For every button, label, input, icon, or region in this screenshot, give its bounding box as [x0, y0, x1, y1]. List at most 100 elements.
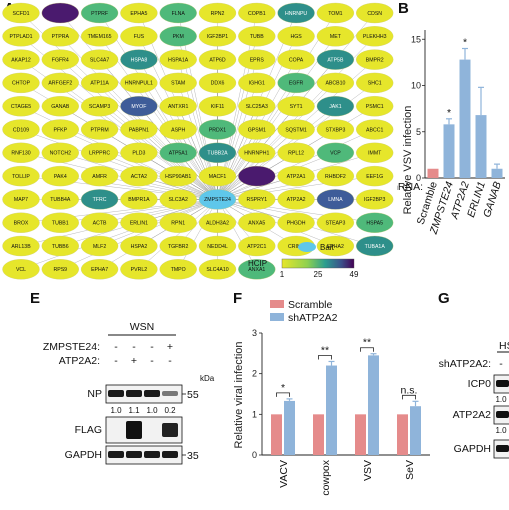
chart-f-significance: **: [363, 337, 371, 349]
network-node-label: STXBP3: [325, 127, 345, 133]
network-node: [2, 142, 40, 163]
network-node-label: HSPA1A: [168, 57, 189, 63]
network-node: [41, 142, 79, 163]
network-node-label: MLF2: [93, 244, 106, 250]
network-node: [316, 26, 355, 47]
network-node-label: JAK1: [329, 104, 342, 110]
network-node-label: SCAMP3: [89, 104, 110, 110]
network-node: [41, 72, 79, 94]
network-node: [238, 165, 276, 187]
network-node-label: ARFGEF2: [48, 81, 72, 87]
network-node-label: PSMC1: [366, 104, 384, 110]
network-node: [316, 165, 355, 187]
network-node-label: TUBB1: [52, 221, 69, 227]
network-node-label: RHBDF2: [325, 174, 346, 180]
network-node-label: ANTXR1: [168, 104, 189, 110]
chart-b-ytick: 15: [411, 34, 421, 44]
network-node: [238, 189, 276, 210]
network-node-label: EEF1G: [366, 174, 383, 180]
chart-f-xlabel: VACV: [278, 460, 290, 488]
network-node: [316, 119, 355, 140]
blot-e-row-atp2a2: ATP2A2:: [59, 355, 100, 367]
network-node: [198, 119, 237, 140]
chart-b-ytick: 10: [411, 81, 421, 91]
network-node-label: BMPR2: [366, 57, 384, 63]
network-node: [238, 259, 276, 280]
panel-letter-g: G: [438, 290, 450, 307]
network-node-label: EPRS: [250, 57, 265, 63]
chart-f-bar: [284, 400, 295, 455]
network-node-label: VCP: [330, 151, 341, 157]
blot-g-label-icp0: ICP0: [468, 378, 492, 390]
network-node-label: CRIM1: [288, 244, 304, 250]
network-node: [159, 49, 197, 70]
network-node: [277, 212, 315, 233]
network-node: [356, 96, 394, 117]
network-node-label: SHC1: [368, 81, 382, 87]
network-node: [238, 2, 276, 24]
network-node-label: SLC4A7: [90, 57, 109, 63]
network-node: [316, 235, 355, 257]
network-node-label: GPSM1: [248, 127, 266, 133]
network-node: [277, 189, 315, 210]
network-node: [356, 49, 394, 70]
network-edge: [217, 129, 257, 200]
chart-f-ytick: 3: [252, 328, 257, 338]
legend-swatch-shatp2a2: [270, 313, 284, 321]
network-node-label: SCFD1: [12, 11, 29, 17]
network-node: [41, 189, 79, 210]
network-node: [198, 49, 237, 70]
network-node-label: BROX: [14, 221, 29, 227]
network-node-label: RPL12: [288, 151, 304, 157]
network-edge: [178, 199, 218, 270]
network-node: [120, 96, 158, 117]
colorbar-title: HCIP: [248, 259, 267, 268]
blot-e: WSN ZMPSTE24: ATP2A2: - - - + - + - - kD…: [43, 321, 215, 465]
network-node: [277, 165, 315, 187]
network-node-label: ATP5B: [327, 57, 344, 63]
network-node-label: EPHA5: [130, 11, 147, 17]
chart-f-significance: **: [321, 344, 329, 356]
network-node-label: PFKP: [54, 127, 68, 133]
network-node-label: PTPRM: [91, 127, 109, 133]
network-node: [277, 96, 315, 117]
blot-e-quant: 1.0: [110, 406, 122, 415]
network-node-label: ACTA2: [131, 174, 147, 180]
hcip-colorbar: [281, 258, 355, 269]
network-node-label: PTPLAD1: [9, 34, 32, 40]
blot-g-sign: -: [499, 358, 503, 370]
network-node-label: MAP7: [14, 197, 28, 203]
chart-f-significance: *: [281, 382, 285, 394]
network-node: [277, 49, 315, 70]
network-node: [2, 96, 40, 117]
network-node: [198, 142, 237, 163]
network-node: [316, 72, 355, 94]
colorbar-tick-25: 25: [314, 270, 323, 279]
blot-e-sign: -: [150, 341, 154, 353]
chart-f-significance: n.s.: [401, 384, 418, 396]
network-node: [120, 259, 158, 280]
network-edge: [217, 199, 336, 247]
network-node-label: ATP2A1: [287, 174, 306, 180]
network-node-label: TUBB: [250, 34, 264, 40]
network-node: [120, 2, 158, 24]
blot-e-sign: +: [167, 341, 173, 353]
network-edge: [99, 106, 218, 200]
chart-b-ytick: 5: [416, 127, 421, 137]
blot-g-quant-1: 1.0: [495, 395, 507, 404]
network-node: [159, 142, 197, 163]
network-node: [356, 26, 394, 47]
network-node: [2, 212, 40, 233]
network-node: [120, 26, 158, 47]
network-edge: [217, 82, 336, 200]
network-node: [198, 165, 237, 187]
network-node: [277, 2, 315, 24]
network-node: [356, 189, 394, 210]
network-node: [80, 72, 119, 94]
network-nodes: SCFD1 PTPRF EPHA5 FLNA RPN2 COPB1 HNRNPU TOM1 CD…: [2, 2, 394, 280]
network-node: [41, 96, 79, 117]
network-node-label: ATP6D: [209, 57, 226, 63]
network-node: [316, 2, 355, 24]
chart-f-bar: [368, 355, 379, 455]
network-node-label: RSPRY1: [246, 197, 267, 203]
